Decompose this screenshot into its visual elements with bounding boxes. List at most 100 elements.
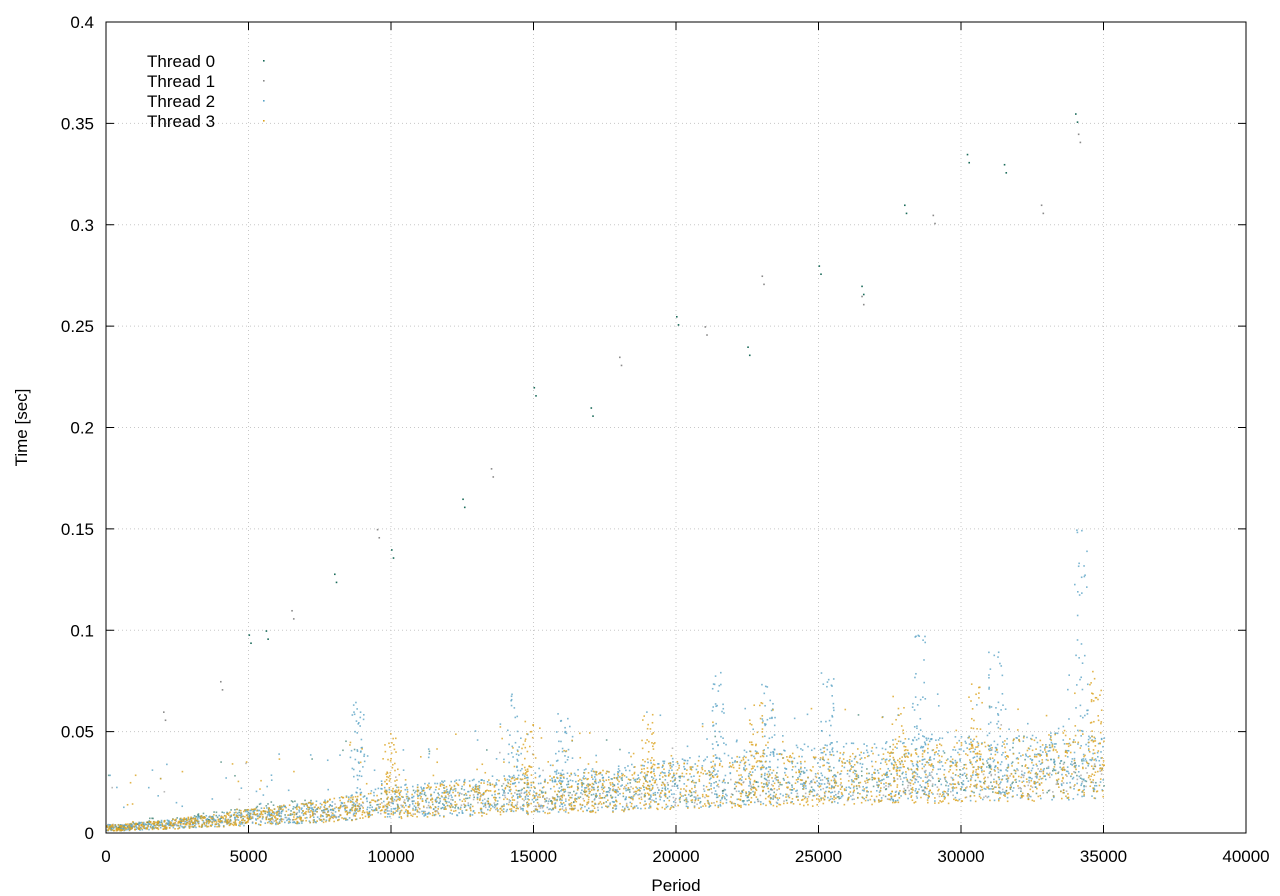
data-point bbox=[763, 774, 766, 777]
data-point bbox=[546, 806, 549, 809]
data-point bbox=[886, 773, 888, 776]
data-point bbox=[373, 769, 376, 772]
data-point bbox=[431, 814, 434, 817]
data-point bbox=[568, 775, 571, 777]
data-point bbox=[499, 723, 502, 725]
data-point bbox=[620, 777, 623, 780]
data-point bbox=[1036, 787, 1038, 790]
data-point bbox=[1012, 746, 1014, 749]
data-point bbox=[382, 800, 385, 803]
data-point bbox=[852, 742, 855, 745]
data-point bbox=[333, 814, 335, 816]
data-point bbox=[952, 783, 954, 785]
data-point bbox=[160, 824, 162, 827]
data-point bbox=[639, 789, 641, 792]
data-point bbox=[126, 828, 128, 831]
data-point bbox=[394, 811, 396, 814]
data-point bbox=[569, 779, 572, 782]
data-point bbox=[339, 754, 341, 756]
data-point bbox=[438, 802, 440, 804]
data-point bbox=[900, 766, 902, 769]
data-point bbox=[454, 804, 456, 806]
data-point bbox=[637, 777, 640, 779]
data-point bbox=[644, 800, 646, 803]
data-point bbox=[163, 790, 166, 793]
data-point bbox=[403, 806, 405, 809]
data-point bbox=[443, 808, 445, 810]
data-point bbox=[487, 790, 490, 792]
data-point bbox=[395, 800, 398, 802]
data-point bbox=[771, 717, 773, 720]
data-point bbox=[1074, 734, 1077, 737]
data-point bbox=[933, 758, 935, 760]
data-point bbox=[449, 789, 452, 792]
data-point bbox=[501, 788, 504, 791]
outlier-point bbox=[676, 315, 678, 318]
data-point bbox=[1052, 768, 1055, 770]
data-point bbox=[629, 796, 631, 799]
data-point bbox=[804, 785, 807, 787]
data-point bbox=[740, 806, 742, 809]
data-point bbox=[853, 769, 856, 772]
data-point bbox=[913, 736, 916, 739]
data-point bbox=[889, 782, 891, 785]
data-point bbox=[1099, 764, 1101, 766]
data-point bbox=[745, 768, 748, 770]
data-point bbox=[818, 800, 821, 803]
data-point bbox=[839, 772, 842, 775]
data-point bbox=[1099, 770, 1101, 772]
data-point bbox=[220, 817, 223, 820]
data-point bbox=[911, 779, 913, 782]
data-point bbox=[377, 799, 380, 801]
data-point bbox=[556, 777, 559, 779]
data-point bbox=[993, 759, 996, 761]
data-point bbox=[988, 764, 990, 767]
data-point bbox=[294, 800, 296, 803]
data-point bbox=[924, 771, 926, 774]
data-point bbox=[901, 760, 903, 763]
data-point bbox=[990, 781, 992, 784]
data-point bbox=[694, 791, 697, 794]
data-point bbox=[1076, 614, 1079, 617]
data-point bbox=[1029, 755, 1031, 758]
data-point bbox=[831, 747, 834, 749]
data-point bbox=[976, 741, 979, 743]
data-point bbox=[612, 788, 615, 790]
data-point bbox=[894, 791, 897, 793]
data-point bbox=[976, 755, 978, 758]
data-point bbox=[686, 769, 688, 771]
data-point bbox=[481, 815, 483, 817]
outlier-point bbox=[818, 265, 821, 267]
data-point bbox=[1031, 777, 1033, 780]
data-point bbox=[350, 800, 353, 803]
data-point bbox=[394, 791, 397, 793]
data-point bbox=[996, 751, 999, 754]
data-point bbox=[913, 726, 916, 728]
data-point bbox=[973, 794, 976, 797]
data-point bbox=[566, 777, 568, 780]
data-point bbox=[766, 785, 769, 788]
data-point bbox=[722, 737, 724, 739]
data-point bbox=[896, 747, 898, 749]
data-point bbox=[780, 753, 783, 756]
data-point bbox=[207, 825, 210, 828]
data-point bbox=[722, 792, 724, 795]
data-point bbox=[575, 800, 578, 803]
data-point bbox=[1031, 786, 1034, 789]
data-point bbox=[678, 767, 680, 769]
data-point bbox=[993, 654, 996, 657]
data-point bbox=[909, 778, 912, 781]
data-point bbox=[511, 693, 513, 696]
data-point bbox=[743, 768, 745, 771]
data-point bbox=[358, 762, 360, 765]
data-point bbox=[890, 792, 892, 795]
data-point bbox=[769, 798, 772, 800]
series-0 bbox=[107, 113, 1105, 830]
data-point bbox=[922, 749, 924, 752]
data-point bbox=[681, 772, 684, 775]
data-point bbox=[483, 793, 485, 795]
data-point bbox=[271, 809, 273, 812]
data-point bbox=[826, 744, 828, 747]
data-point bbox=[458, 793, 461, 796]
data-point bbox=[741, 790, 743, 792]
